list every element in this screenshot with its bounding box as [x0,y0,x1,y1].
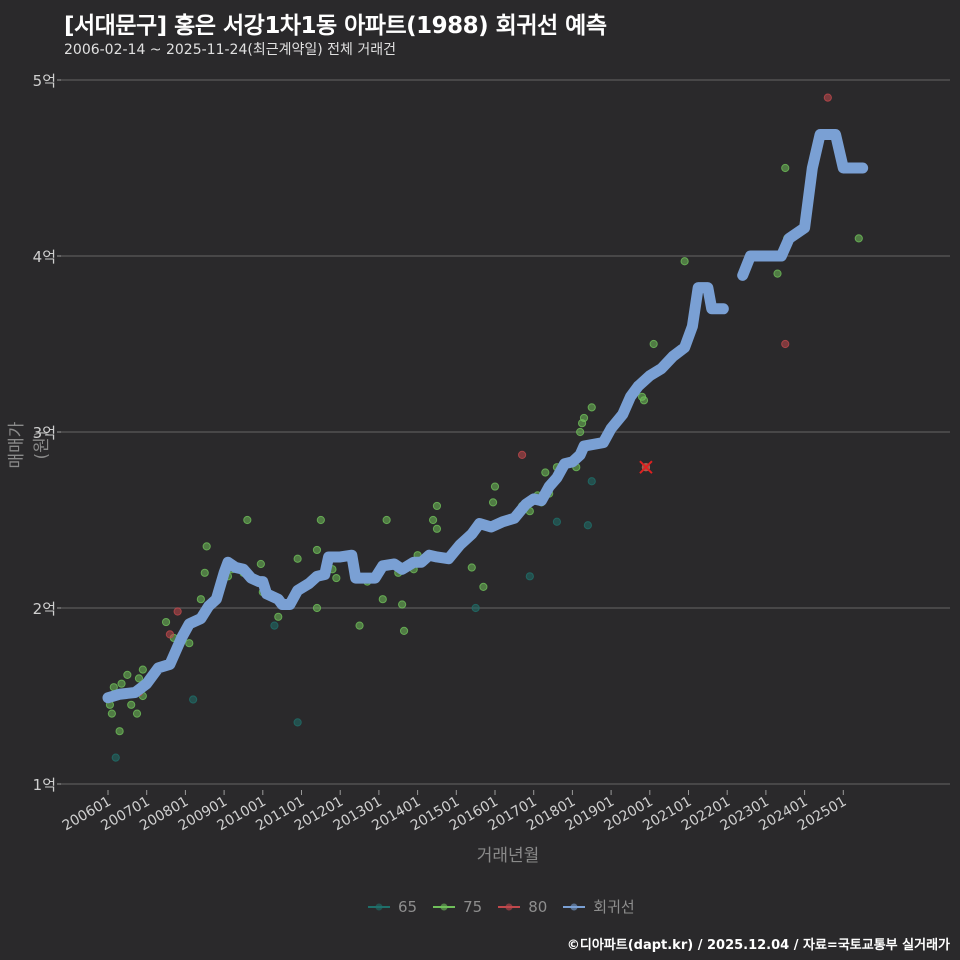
data-point-80 [517,450,527,459]
data-point-80 [823,93,832,102]
legend-item-75: 75 [433,898,482,916]
data-point-75 [196,595,205,604]
data-point-75 [428,515,438,525]
data-point-75 [398,600,407,609]
data-point-75 [773,269,782,278]
legend: 65 75 80 회귀선 [368,896,645,917]
data-point-75 [312,545,322,555]
legend-swatch-icon [433,903,456,910]
data-point-75 [382,515,391,525]
data-point-65 [583,521,592,530]
legend-swatch-icon [368,903,390,910]
data-point-65 [587,477,596,486]
data-point-75 [781,163,790,173]
y-tick-label: 3억 [32,424,56,442]
data-point-75 [312,603,322,613]
data-point-75 [355,621,364,630]
data-point-75 [488,498,498,507]
data-point-75 [854,234,863,243]
outlier-x-icon [639,460,653,474]
data-point-65 [111,753,120,762]
legend-label: 65 [398,897,418,916]
legend-item-80: 80 [498,898,547,916]
data-point-75 [316,515,325,525]
data-point-75 [479,582,488,591]
data-point-75 [587,403,596,412]
legend-label: 75 [463,897,483,916]
data-point-75 [378,595,387,604]
data-point-75 [579,413,589,423]
data-point-75 [132,709,142,718]
data-point-80 [173,607,182,616]
data-point-65 [189,695,198,704]
data-point-75 [274,612,283,621]
data-point-75 [115,727,124,736]
data-point-75 [134,674,144,683]
legend-label: 80 [528,897,548,916]
data-point-65 [471,603,480,613]
data-point-75 [117,679,126,688]
footer-credit: ©디아파트(dapt.kr) / 2025.12.04 / 자료=국토교통부 실… [566,938,950,953]
data-point-75 [576,427,585,437]
chart-title: [서대문구] 홍은 서강1차1동 아파트(1988) 회귀선 예측 [64,13,607,39]
data-point-75 [185,639,194,648]
data-point-75 [293,554,302,563]
data-point-75 [243,515,252,525]
data-point-75 [161,617,171,627]
data-point-75 [256,559,265,569]
y-tick-label: 2억 [32,600,56,618]
regression-line [102,282,729,704]
data-point-75 [680,257,689,266]
data-point-75 [432,501,442,511]
legend-swatch-icon [563,903,586,910]
legend-label: 회귀선 [593,898,635,916]
data-point-80 [165,630,175,639]
data-point-65 [270,621,279,630]
y-tick-label: 4억 [32,248,56,266]
data-point-65 [552,517,562,526]
data-point-75 [649,339,658,349]
data-point-75 [432,524,442,533]
chart-subtitle: 2006-02-14 ~ 2025-11-24(최근계약일) 전체 거래건 [64,42,396,58]
data-point-75 [200,568,209,577]
data-point-75 [467,563,476,572]
data-point-75 [399,626,409,635]
data-point-75 [332,573,341,583]
y-tick-label: 1억 [32,776,56,794]
legend-item-65: 65 [368,898,417,916]
data-point-80 [781,339,790,349]
data-point-75 [138,665,147,674]
data-point-75 [202,542,211,551]
legend-item-회귀선: 회귀선 [563,896,635,917]
x-axis-title: 거래년월 [476,846,540,866]
y-tick-label: 5억 [32,72,56,90]
data-point-75 [541,468,550,477]
data-point-75 [490,482,500,491]
regression-line [737,129,869,281]
data-point-75 [127,700,136,709]
data-point-75 [639,396,649,405]
data-point-75 [123,670,132,679]
legend-swatch-icon [498,903,521,910]
data-point-75 [107,709,116,718]
data-point-65 [525,572,534,581]
data-point-65 [293,718,302,727]
